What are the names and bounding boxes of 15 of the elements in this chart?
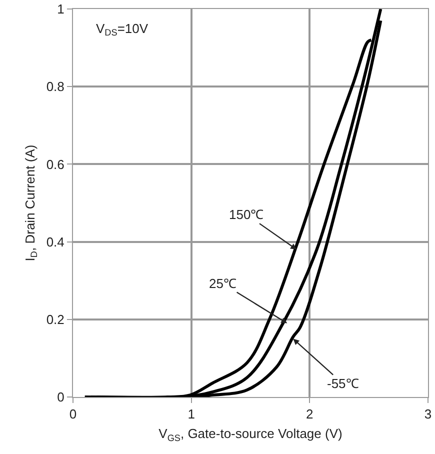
x-tick-label: 3: [424, 406, 432, 422]
y-tick-label: 0: [57, 390, 64, 405]
y-tick-label: 0.4: [46, 234, 64, 250]
y-tick-label: 0.2: [46, 312, 64, 327]
annotation: 25℃: [209, 276, 236, 291]
x-tick-label: 1: [188, 406, 195, 422]
annotation: -55℃: [327, 376, 359, 391]
y-tick-label: 0.8: [46, 79, 64, 94]
y-tick-label: 0.6: [46, 156, 64, 172]
annotation: 150℃: [229, 207, 264, 222]
annotation: V$_{DS}$=10V: [96, 21, 148, 38]
x-tick-label: 2: [306, 406, 314, 422]
x-tick-label: 0: [69, 406, 77, 422]
y-tick-label: 1: [57, 2, 64, 17]
x-axis-title: V$_{GS}$, Gate-to-source Voltage (V): [158, 426, 342, 443]
